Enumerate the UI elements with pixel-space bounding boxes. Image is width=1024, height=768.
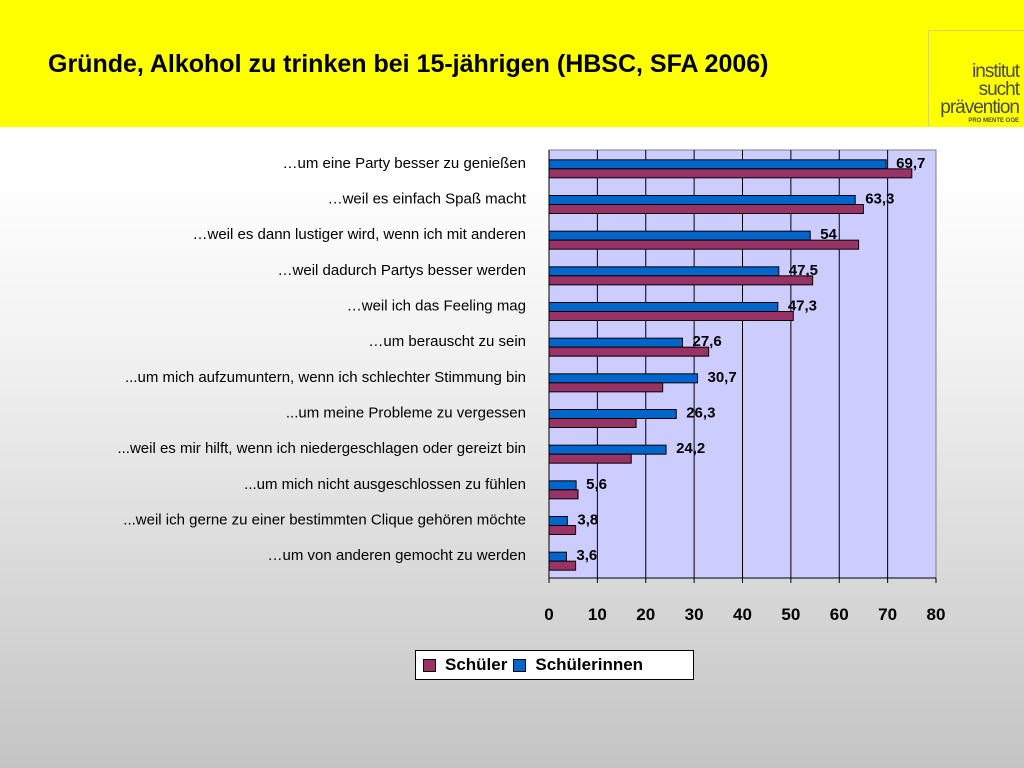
bar-schueler bbox=[548, 382, 664, 393]
x-tick-label: 40 bbox=[733, 605, 752, 624]
bar-schuelerinnen bbox=[548, 302, 779, 312]
category-label: …weil ich das Feeling mag bbox=[347, 298, 526, 315]
category-label: ...weil ich gerne zu einer bestimmten Cl… bbox=[123, 512, 526, 529]
x-tick-label: 0 bbox=[544, 605, 553, 624]
x-tick-label: 70 bbox=[878, 605, 897, 624]
data-label: 26,3 bbox=[686, 405, 715, 422]
legend-label-schueler: Schüler bbox=[445, 655, 508, 674]
category-label: ...um mich nicht ausgeschlossen zu fühle… bbox=[244, 476, 526, 493]
data-label: 5,6 bbox=[586, 476, 607, 493]
x-tick-label: 60 bbox=[830, 605, 849, 624]
bar-schuelerinnen bbox=[548, 516, 568, 526]
bar-schueler bbox=[548, 168, 913, 179]
data-label: 30,7 bbox=[708, 369, 737, 386]
x-tick-label: 80 bbox=[927, 605, 946, 624]
bar-schuelerinnen bbox=[548, 444, 667, 455]
institut-suchtpraevention-logo: institut sucht prävention PRO MENTE OOE bbox=[928, 30, 1024, 127]
category-label: ...um mich aufzumuntern, wenn ich schlec… bbox=[125, 369, 526, 386]
slide-title: Gründe, Alkohol zu trinken bei 15-jährig… bbox=[48, 50, 769, 78]
data-label: 3,6 bbox=[576, 547, 597, 564]
bar-schueler bbox=[548, 560, 577, 571]
legend-label-schuelerinnen: Schülerinnen bbox=[535, 655, 644, 674]
bar-schuelerinnen bbox=[548, 480, 577, 491]
data-label: 47,5 bbox=[789, 262, 818, 279]
category-label: …um eine Party besser zu genießen bbox=[283, 155, 526, 172]
x-tick-label: 10 bbox=[588, 605, 607, 624]
bar-schuelerinnen bbox=[548, 337, 684, 348]
bar-schuelerinnen bbox=[548, 159, 887, 170]
logo-word: institut bbox=[972, 61, 1020, 82]
bar-schueler bbox=[548, 489, 579, 500]
category-label: …weil es dann lustiger wird, wenn ich mi… bbox=[193, 226, 527, 243]
chart-legend: Schüler Schülerinnen bbox=[415, 650, 694, 680]
bar-schuelerinnen bbox=[548, 195, 856, 205]
legend-swatch-schuelerinnen bbox=[513, 658, 527, 672]
data-label: 69,7 bbox=[896, 155, 925, 172]
category-label: …weil es einfach Spaß macht bbox=[328, 191, 527, 208]
logo-word: sucht bbox=[978, 79, 1020, 100]
logo-word: prävention bbox=[940, 97, 1020, 118]
bar-schueler bbox=[548, 311, 794, 321]
data-label: 63,3 bbox=[865, 191, 894, 208]
bar-schueler bbox=[548, 346, 710, 357]
category-label: …um von anderen gemocht zu werden bbox=[268, 547, 526, 564]
bar-schuelerinnen bbox=[548, 373, 699, 384]
legend-swatch-schueler bbox=[423, 658, 436, 672]
bar-schueler bbox=[548, 418, 637, 428]
bar-schueler bbox=[548, 204, 864, 214]
bar-schuelerinnen bbox=[548, 551, 567, 562]
x-tick-label: 30 bbox=[685, 605, 704, 624]
bar-schueler bbox=[548, 525, 577, 535]
data-label: 24,2 bbox=[676, 440, 705, 457]
x-tick-label: 50 bbox=[781, 605, 800, 624]
category-label: ...weil es mir hilft, wenn ich niederges… bbox=[117, 440, 526, 457]
data-label: 54 bbox=[820, 226, 837, 243]
category-label: ...um meine Probleme zu vergessen bbox=[286, 405, 526, 422]
bar-schueler bbox=[548, 275, 814, 286]
bar-schuelerinnen bbox=[548, 266, 780, 277]
bar-schueler bbox=[548, 239, 860, 250]
bar-schuelerinnen bbox=[548, 409, 677, 419]
x-tick-label: 20 bbox=[636, 605, 655, 624]
data-label: 47,3 bbox=[788, 298, 817, 315]
data-label: 27,6 bbox=[693, 333, 722, 350]
logo-word: PRO MENTE OOE bbox=[968, 118, 1019, 124]
category-label: …weil dadurch Partys besser werden bbox=[278, 262, 526, 279]
title-banner bbox=[0, 0, 1024, 127]
category-label: …um berauscht zu sein bbox=[368, 333, 526, 350]
bar-schuelerinnen bbox=[548, 230, 811, 241]
bar-schueler bbox=[548, 453, 632, 464]
data-label: 3,8 bbox=[577, 512, 598, 529]
